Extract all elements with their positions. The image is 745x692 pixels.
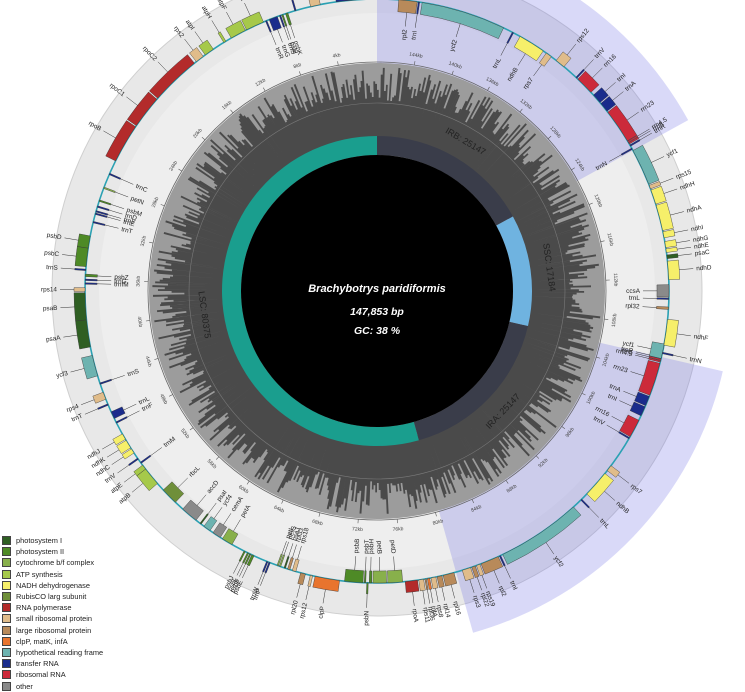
tick-label: 112kb [612,273,619,287]
legend-swatch [2,570,11,579]
tick-label: 76kb [392,526,404,533]
gene-label: psbB [353,538,361,553]
legend-swatch [2,682,11,691]
legend-label: RubisCO larg subunit [16,592,86,601]
legend-swatch [2,603,11,612]
gene-block [657,285,669,297]
gene-block [74,293,86,321]
legend-item: large ribosomal protein [2,625,162,636]
legend-label: ATP synthesis [16,570,63,579]
gene-block [85,279,97,281]
legend-item: photosystem I [2,535,162,546]
gene-label: trnI [410,30,418,40]
gene-block [77,234,90,248]
gene-label: trnS [46,264,58,272]
legend-label: cytochrome b/f complex [16,558,94,567]
legend-label: photosystem I [16,536,62,545]
legend-label: clpP, matK, infA [16,637,68,646]
legend-label: photosystem II [16,547,64,556]
gene-block [85,283,97,285]
legend-swatch [2,581,11,590]
gene-block [344,569,363,582]
gene-block [75,247,88,267]
legend-item: transfer RNA [2,658,162,669]
gene-block [398,0,417,14]
legend-swatch [2,670,11,679]
gene-label: psbN [363,610,370,626]
gene-block [387,570,402,583]
legend-swatch [2,648,11,657]
gene-block [85,274,97,277]
tick-label: 36kb [135,275,141,286]
legend: photosystem I photosystem II cytochrome b/… [2,535,162,692]
gene-label: clpP [317,606,326,619]
gene-label: trnfM [114,281,129,288]
legend-item: ATP synthesis [2,569,162,580]
center-info: Brachybotrys paridiformis 147,853 bp GC:… [241,155,513,427]
legend-label: large ribosomal protein [16,626,91,635]
legend-item: clpP, matK, infA [2,636,162,647]
gene-block [74,288,85,292]
legend-item: NADH dehydrogenase [2,580,162,591]
legend-item: photosystem II [2,546,162,557]
legend-label: NADH dehydrogenase [16,581,90,590]
legend-swatch [2,558,11,567]
gene-label: petD [389,540,397,554]
gene-label: psaB [43,305,58,313]
gene-block [667,260,679,280]
legend-swatch [2,536,11,545]
legend-item: cytochrome b/f complex [2,557,162,568]
legend-label: other [16,682,33,691]
gene-label: rpl2 [401,29,409,41]
species-name: Brachybotrys paridiformis [308,283,446,295]
legend-item: ribosomal RNA [2,669,162,680]
gene-block [657,298,669,300]
gene-label: rpoA [411,608,420,623]
legend-swatch [2,626,11,635]
gene-label: ccsA [626,288,641,295]
gene-label: psbC [44,249,60,258]
gene-label: ndhD [696,264,712,272]
gene-block [405,580,419,592]
gene-block [373,571,387,583]
legend-item: small ribosomal protein [2,613,162,624]
legend-label: RNA polymerase [16,603,71,612]
gene-block [366,583,368,594]
legend-swatch [2,547,11,556]
genome-length: 147,853 bp [350,306,404,318]
gene-block [369,571,372,583]
legend-label: hypothetical reading frame [16,648,103,657]
tick-label: 72kb [352,526,364,533]
legend-label: small ribosomal protein [16,614,92,623]
gene-label: rps14 [41,286,57,293]
legend-item: hypothetical reading frame [2,647,162,658]
gc-content: GC: 38 % [354,325,401,337]
legend-swatch [2,637,11,646]
legend-swatch [2,592,11,601]
gene-label: petB [375,541,382,554]
gene-block [364,571,366,583]
legend-swatch [2,614,11,623]
legend-item: RubisCO larg subunit [2,591,162,602]
gene-label: psbH [368,539,375,554]
legend-label: ribosomal RNA [16,670,66,679]
gene-label: psbD [46,232,62,241]
legend-item: other [2,680,162,691]
gene-label: ndhI [690,224,704,233]
legend-item: RNA polymerase [2,602,162,613]
gene-label: rpl32 [625,303,640,311]
gene-label: trnL [629,295,641,302]
gene-block [656,306,668,309]
